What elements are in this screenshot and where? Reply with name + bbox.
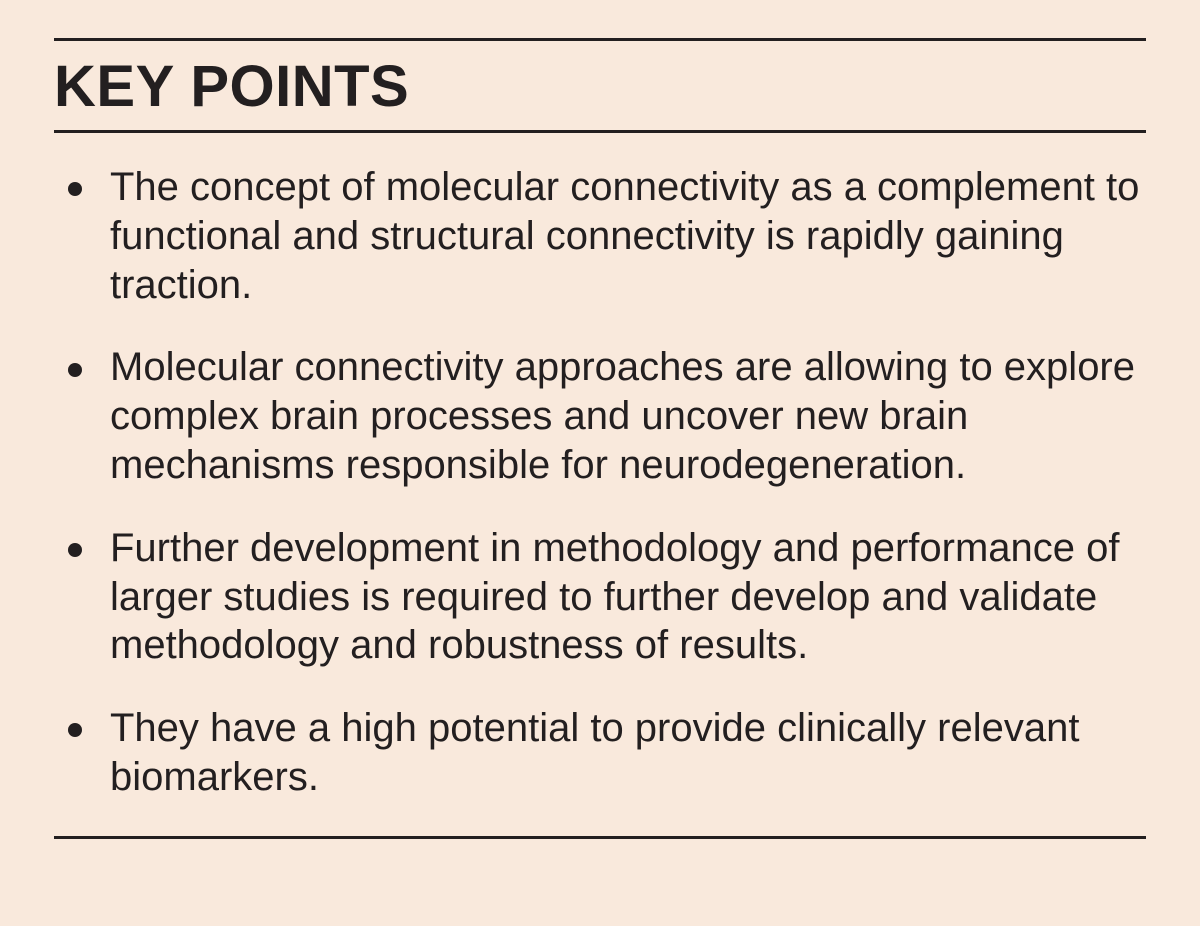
key-points-list: The concept of molecular connectivity as… <box>54 163 1146 802</box>
top-rule <box>54 38 1146 41</box>
list-item: They have a high potential to provide cl… <box>54 704 1146 802</box>
list-item-text: Molecular connectivity approaches are al… <box>110 345 1135 487</box>
list-item: The concept of molecular connectivity as… <box>54 163 1146 309</box>
list-item: Further development in methodology and p… <box>54 524 1146 670</box>
heading-rule <box>54 130 1146 133</box>
key-points-panel: KEY POINTS The concept of molecular conn… <box>0 0 1200 926</box>
list-item-text: They have a high potential to provide cl… <box>110 706 1079 799</box>
list-item-text: The concept of molecular connectivity as… <box>110 165 1139 307</box>
panel-heading: KEY POINTS <box>54 53 1146 120</box>
list-item-text: Further development in methodology and p… <box>110 526 1119 668</box>
list-item: Molecular connectivity approaches are al… <box>54 343 1146 489</box>
bottom-rule <box>54 836 1146 839</box>
